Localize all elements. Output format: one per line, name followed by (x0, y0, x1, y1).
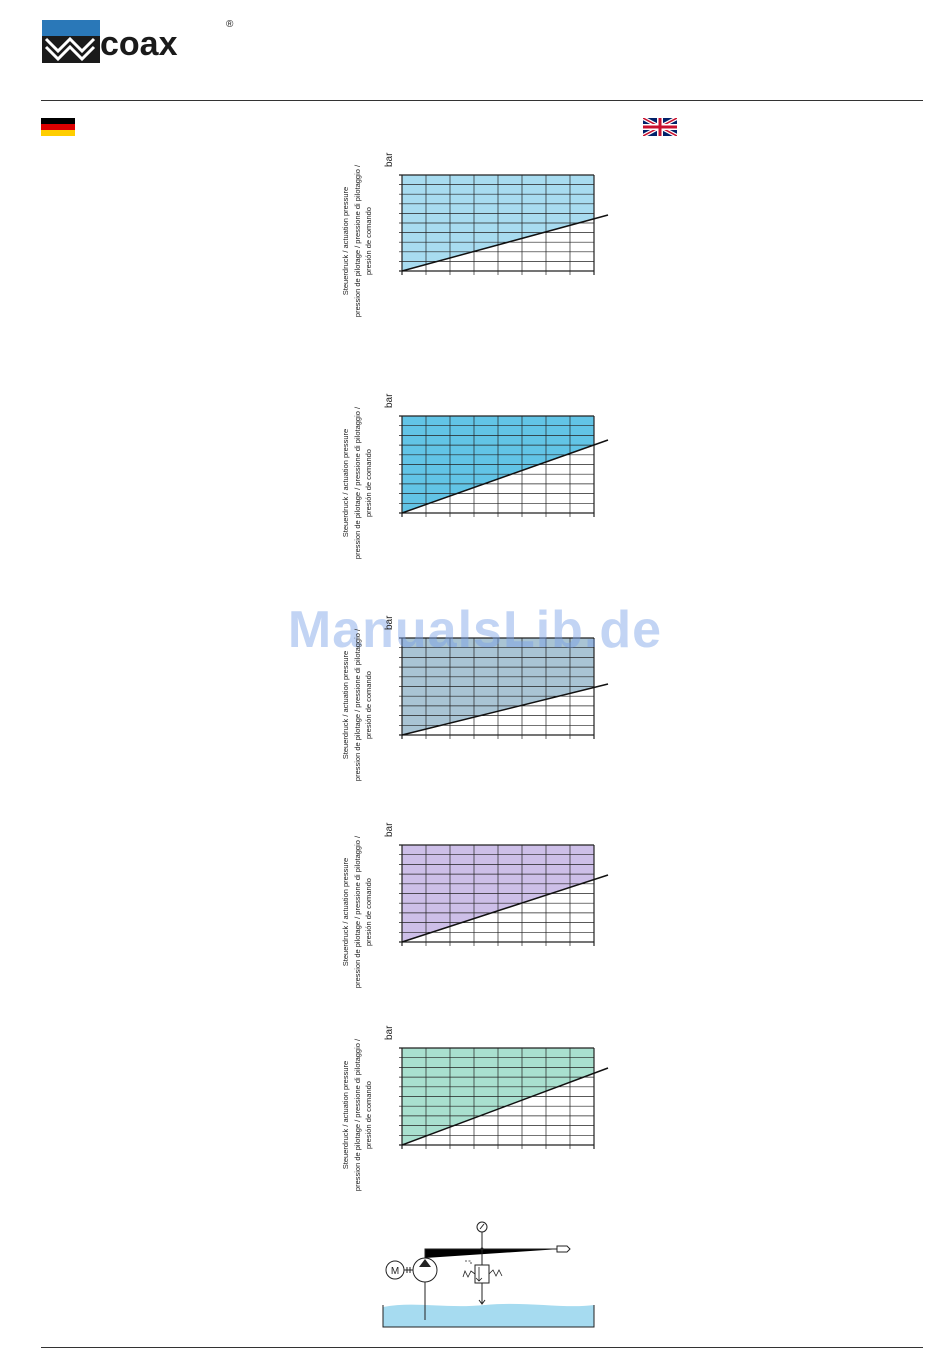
chart-unit-label: bar (384, 393, 395, 408)
motor-label: M (391, 1266, 399, 1277)
chart-characteristic-line (401, 874, 609, 943)
watermark: ManualsLib.de (287, 601, 663, 659)
bottom-divider (41, 1347, 923, 1348)
chart-unit-label: bar (384, 615, 395, 630)
chart-characteristic-line (401, 214, 609, 272)
chart-characteristic-line (401, 1067, 609, 1146)
hydraulic-circuit-diagram: M (382, 1221, 595, 1328)
pressure-chart-1 (399, 174, 609, 275)
coax-logo: coax ® (42, 19, 234, 63)
chart-unit-label: bar (384, 152, 395, 167)
german-flag-icon (41, 118, 75, 136)
chart-characteristic-line (401, 683, 609, 736)
chart-y-axis-label: Steuerdruck / actuation pressure pressio… (341, 628, 373, 782)
pressure-chart-2 (399, 415, 609, 517)
chart-y-axis-label: Steuerdruck / actuation pressure pressio… (341, 164, 373, 318)
chart-y-axis-label: Steuerdruck / actuation pressure pressio… (341, 835, 373, 989)
tank-fluid (383, 1303, 594, 1327)
registered-mark: ® (226, 19, 234, 30)
uk-flag-icon (643, 118, 677, 136)
chart-y-axis-label: Steuerdruck / actuation pressure pressio… (341, 1038, 373, 1192)
pressure-chart-4 (399, 844, 609, 946)
pressure-chart-5 (399, 1047, 609, 1149)
chart-characteristic-line (401, 439, 609, 514)
brand-text: coax (100, 25, 178, 63)
chart-unit-label: bar (384, 1025, 395, 1040)
top-divider (41, 100, 923, 101)
pressure-chart-3 (399, 637, 609, 739)
chart-y-axis-label: Steuerdruck / actuation pressure pressio… (341, 406, 373, 560)
chart-unit-label: bar (384, 822, 395, 837)
